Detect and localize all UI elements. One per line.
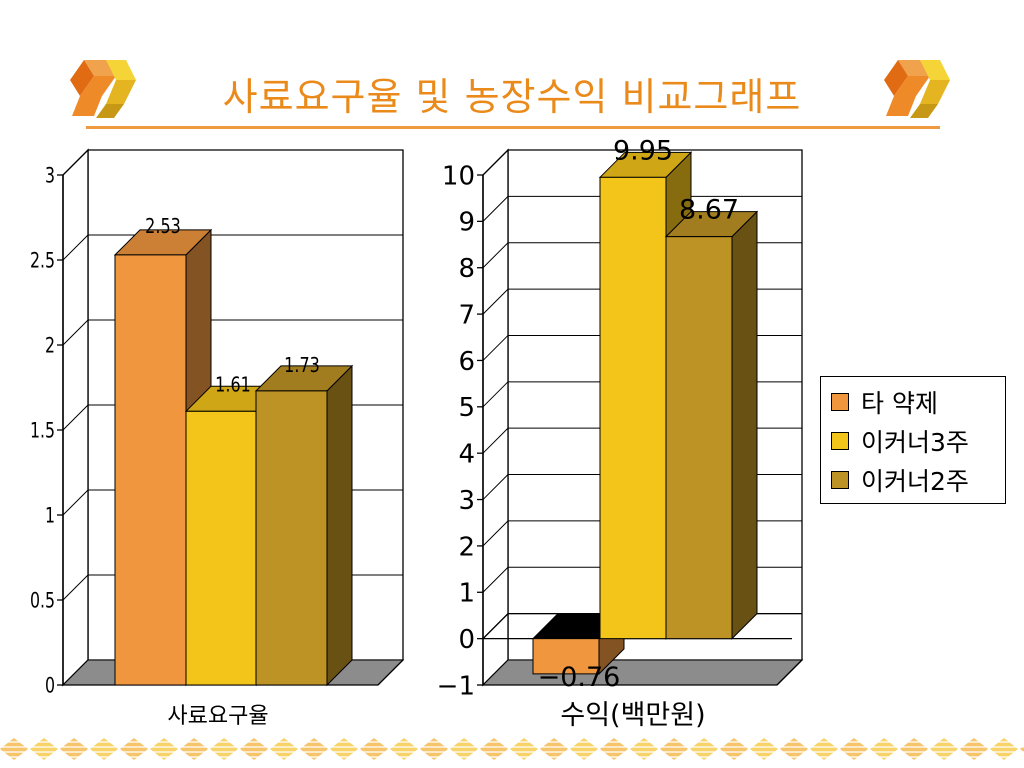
diamond-decoration <box>840 738 868 760</box>
bar-side <box>731 210 758 640</box>
diamond-decoration <box>60 738 88 760</box>
chart-2-tick-label: 9 <box>458 208 475 238</box>
legend-swatch-series-1 <box>831 393 849 411</box>
chart-1-tick-label: 3 <box>45 164 55 188</box>
chart-1-gridline <box>62 319 403 346</box>
decorative-border <box>0 738 1024 760</box>
diamond-decoration <box>240 738 268 760</box>
diamond-decoration <box>960 738 988 760</box>
diamond-decoration <box>330 738 358 760</box>
bar-2-3 <box>664 210 759 640</box>
chart-1-gridline <box>62 149 403 176</box>
diamond-decoration <box>720 738 748 760</box>
chart-2-side-wall <box>482 148 509 687</box>
bar-front <box>185 410 258 686</box>
chart-2-tick-label: 8 <box>458 254 475 284</box>
chart-2-floor-edge <box>776 659 803 686</box>
diamond-decoration <box>450 738 478 760</box>
diamond-decoration <box>0 738 28 760</box>
diamond-decoration <box>540 738 568 760</box>
bar-front <box>255 390 328 686</box>
chart-1-tick-label: 2.5 <box>30 249 55 273</box>
left-cube-icon <box>70 60 136 118</box>
chart-2-tick-label: 1 <box>458 579 475 609</box>
chart-2-tick-label: 3 <box>458 486 475 516</box>
legend-item-series-2: 이커너3주 <box>831 424 969 458</box>
data-label: 1.61 <box>215 374 251 397</box>
title-underline <box>86 126 940 129</box>
diamond-decoration <box>600 738 628 760</box>
diamond-decoration <box>630 738 658 760</box>
diamond-decoration <box>660 738 688 760</box>
diamond-decoration <box>690 738 718 760</box>
chart-1-tick-label: 0.5 <box>30 589 55 613</box>
data-label: 1.73 <box>284 354 320 377</box>
chart-1-tick-label: 1 <box>45 504 55 528</box>
page-title: 사료요구율 및 농장수익 비교그래프 <box>222 75 802 119</box>
diamond-decoration <box>150 738 178 760</box>
legend-swatch-series-2 <box>831 432 849 450</box>
bar-front <box>114 254 187 686</box>
legend-label-series-1: 타 약제 <box>861 389 938 418</box>
diamond-decoration <box>270 738 298 760</box>
diamond-decoration <box>90 738 118 760</box>
category-label: 수익(백만원) <box>560 700 705 731</box>
chart-2-floor <box>481 659 804 686</box>
bar-front <box>599 176 667 640</box>
data-label: 9.95 <box>613 135 673 166</box>
legend-label-series-2: 이커너3주 <box>861 428 969 457</box>
chart-2-tick-label: 2 <box>458 532 475 562</box>
diamond-decoration <box>210 738 238 760</box>
diamond-decoration <box>120 738 148 760</box>
category-label: 사료요구율 <box>167 704 268 729</box>
chart-1-gridline <box>62 234 403 261</box>
legend-item-series-3: 이커너2주 <box>831 463 969 497</box>
bar-front <box>665 236 733 640</box>
legend-label-series-3: 이커너2주 <box>861 467 969 496</box>
chart-2-tick-label: −1 <box>437 671 475 701</box>
bar-1-3 <box>254 364 354 687</box>
chart-2-tick-label: 7 <box>458 300 475 330</box>
data-label: 8.67 <box>679 195 739 226</box>
diamond-decoration <box>810 738 838 760</box>
diamond-decoration <box>990 738 1018 760</box>
chart-1-tick-label: 1.5 <box>30 419 55 443</box>
bar-front <box>532 638 600 675</box>
data-label: −0.76 <box>538 662 621 693</box>
diamond-decoration <box>360 738 388 760</box>
chart-2: −1 0 1 2 3 4 5 6 7 8 9 10 −0.76 9.958.67 수익(백만원) <box>437 135 804 731</box>
legend: 타 약제 이커너3주 이커너2주 <box>820 376 1006 504</box>
diamond-decoration <box>390 738 418 760</box>
chart-1-tick-label: 0 <box>45 674 55 698</box>
diamond-decoration <box>420 738 448 760</box>
legend-swatch-series-3 <box>831 471 849 489</box>
diamond-decoration <box>510 738 538 760</box>
diamond-decoration <box>300 738 328 760</box>
diamond-decoration <box>870 738 898 760</box>
chart-1-tick-label: 2 <box>45 334 55 358</box>
diamond-decoration <box>750 738 778 760</box>
chart-2-tick-label: 10 <box>442 161 475 191</box>
chart-2-tick-label: 6 <box>458 347 475 377</box>
bar-side <box>326 364 353 687</box>
right-cube-icon <box>884 60 950 118</box>
data-label: 2.53 <box>145 215 181 238</box>
diamond-decoration <box>780 738 808 760</box>
diamond-decoration <box>900 738 928 760</box>
diamond-decoration <box>570 738 598 760</box>
chart-2-tick-label: 5 <box>458 393 475 423</box>
chart-1-floor-edge <box>377 659 404 686</box>
diamond-decoration <box>480 738 508 760</box>
chart-2-tick-label: 4 <box>458 440 475 470</box>
legend-item-series-1: 타 약제 <box>831 385 938 419</box>
diamond-decoration <box>930 738 958 760</box>
diamond-decoration <box>30 738 58 760</box>
chart-2-gridline <box>482 195 802 222</box>
chart-2-gridline <box>482 149 802 176</box>
chart-2-tick-label: 0 <box>458 625 475 655</box>
diamond-decoration <box>180 738 208 760</box>
